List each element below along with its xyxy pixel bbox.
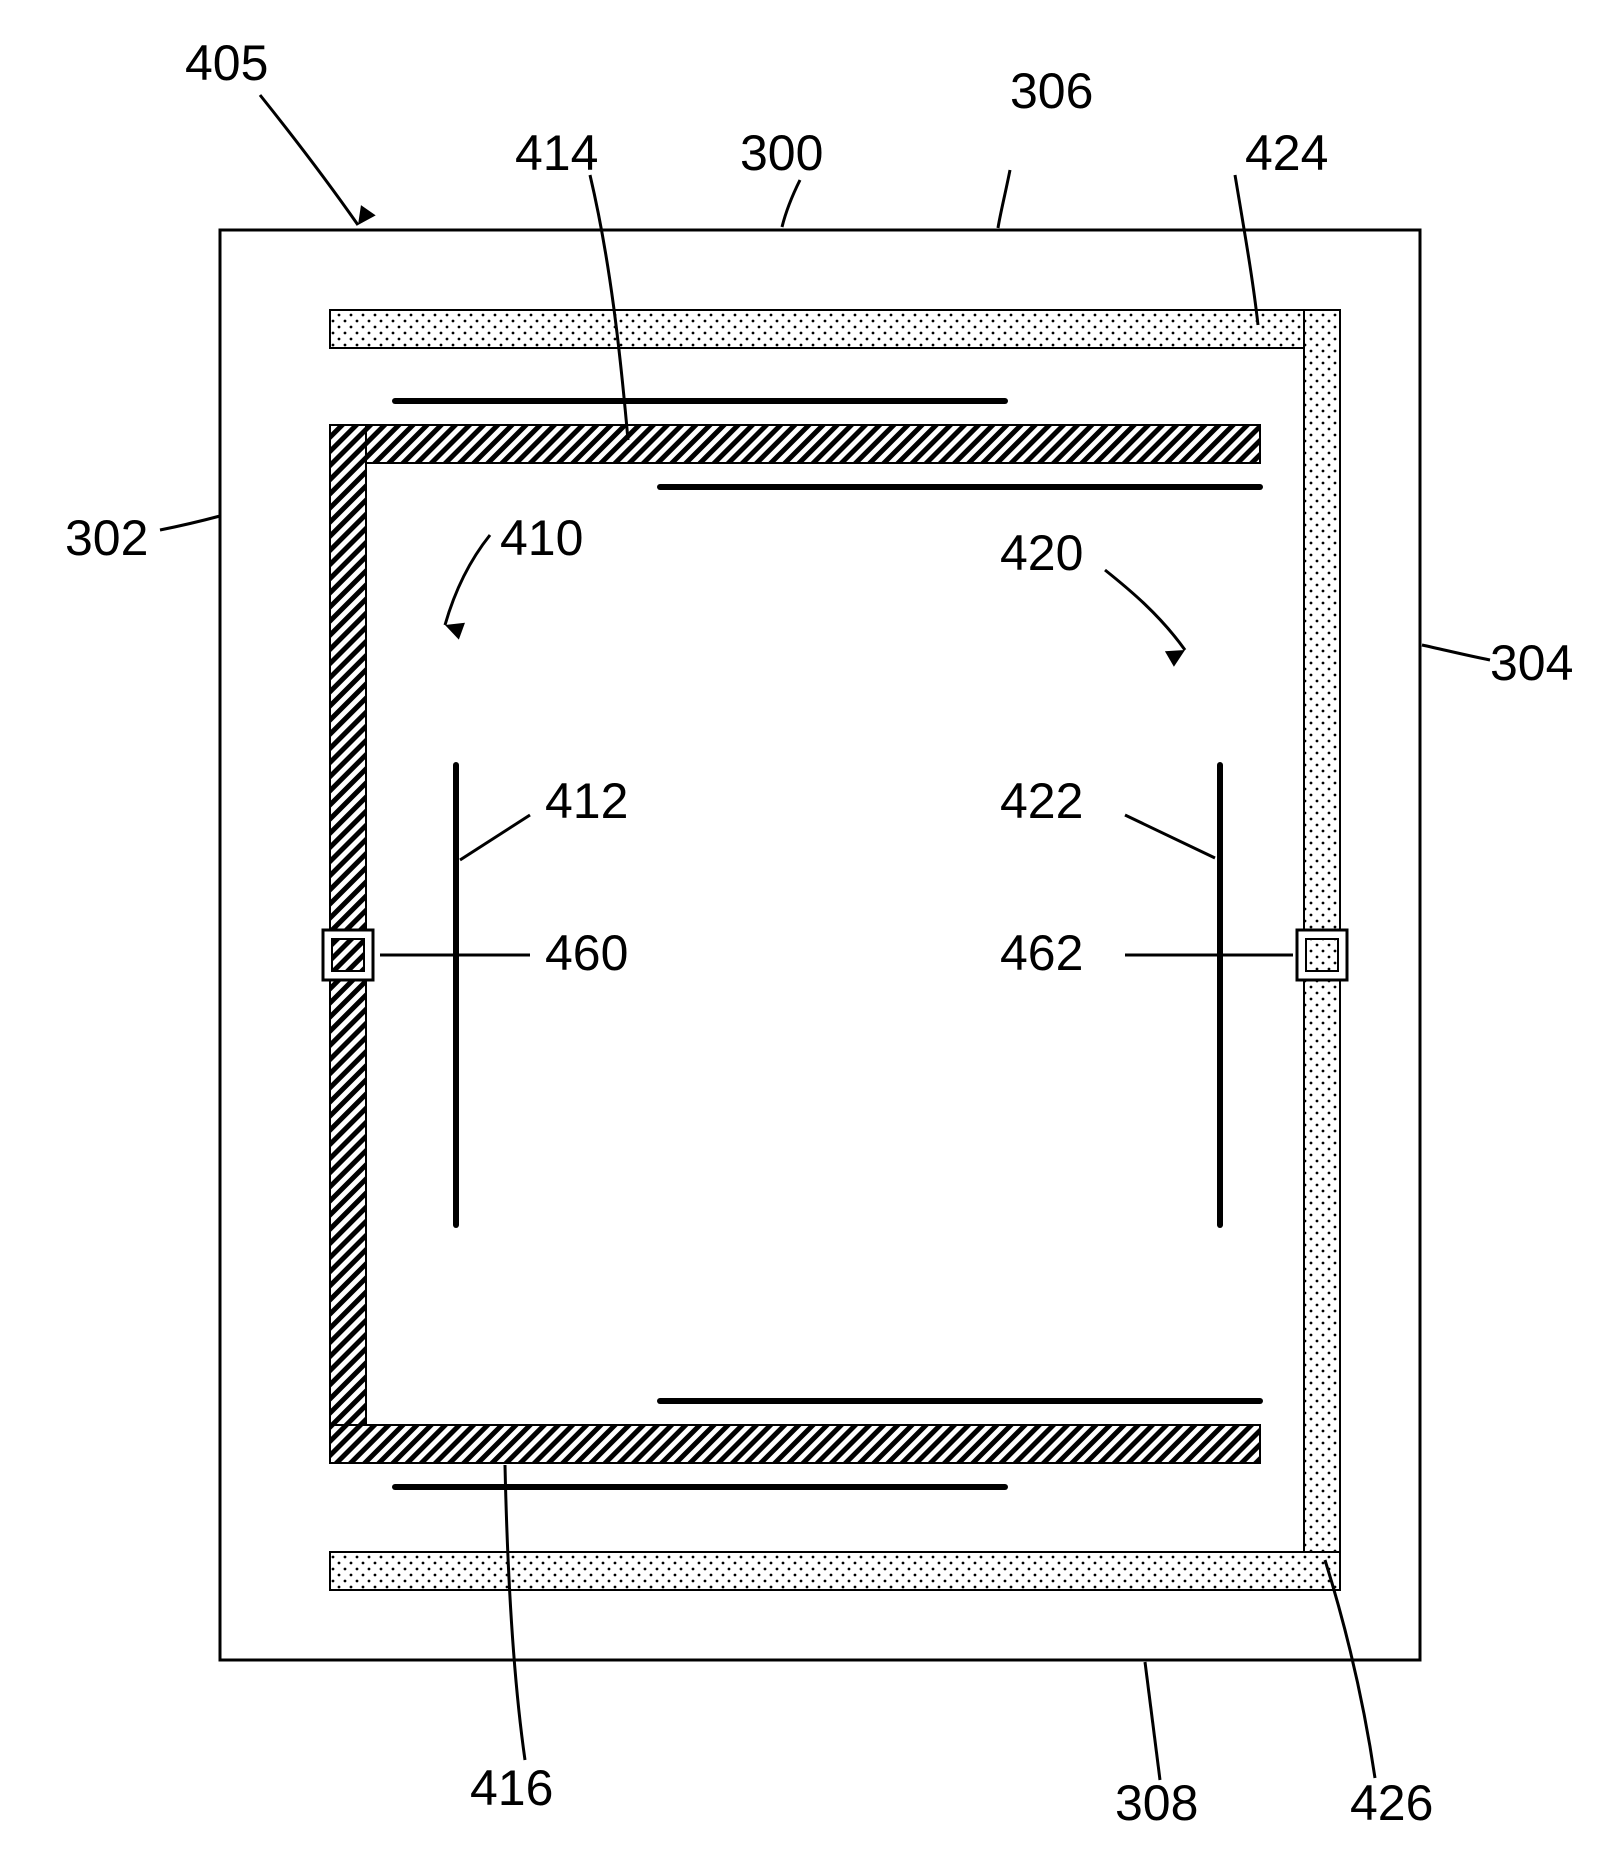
- leader-410-arrowhead-icon: [445, 623, 465, 640]
- leader-405-arrowhead-icon: [358, 205, 376, 225]
- leader-410: [445, 535, 490, 625]
- ref-label-308: 308: [1115, 1775, 1198, 1831]
- port-460-inner: [332, 939, 364, 971]
- ref-label-414: 414: [515, 125, 598, 181]
- ref-label-462: 462: [1000, 925, 1083, 981]
- leader-422: [1125, 815, 1215, 858]
- ref-label-420: 420: [1000, 525, 1083, 581]
- leader-416: [505, 1465, 525, 1760]
- leader-405: [260, 95, 358, 225]
- leader-300: [782, 180, 800, 227]
- ref-label-300: 300: [740, 125, 823, 181]
- leader-420-arrowhead-icon: [1165, 650, 1185, 667]
- ref-label-302: 302: [65, 510, 148, 566]
- hatched-bar-top: [330, 425, 1260, 463]
- ref-label-405: 405: [185, 35, 268, 91]
- leader-424: [1235, 175, 1258, 325]
- ref-label-460: 460: [545, 925, 628, 981]
- dotted-bar-top: [330, 310, 1340, 348]
- leader-306: [998, 170, 1010, 228]
- ref-label-424: 424: [1245, 125, 1328, 181]
- port-462-inner: [1306, 939, 1338, 971]
- ref-label-426: 426: [1350, 1775, 1433, 1831]
- hatched-bar-bottom: [330, 1425, 1260, 1463]
- ref-label-306: 306: [1010, 63, 1093, 119]
- leader-302: [160, 516, 220, 530]
- ref-label-410: 410: [500, 510, 583, 566]
- ref-label-422: 422: [1000, 773, 1083, 829]
- leader-412: [460, 815, 530, 860]
- leader-308: [1145, 1662, 1160, 1780]
- ref-label-416: 416: [470, 1760, 553, 1816]
- leader-420: [1105, 570, 1185, 650]
- ref-label-304: 304: [1490, 635, 1573, 691]
- leader-304: [1422, 645, 1490, 660]
- dotted-bar-bottom: [330, 1552, 1340, 1590]
- ref-label-412: 412: [545, 773, 628, 829]
- leader-426: [1325, 1560, 1375, 1778]
